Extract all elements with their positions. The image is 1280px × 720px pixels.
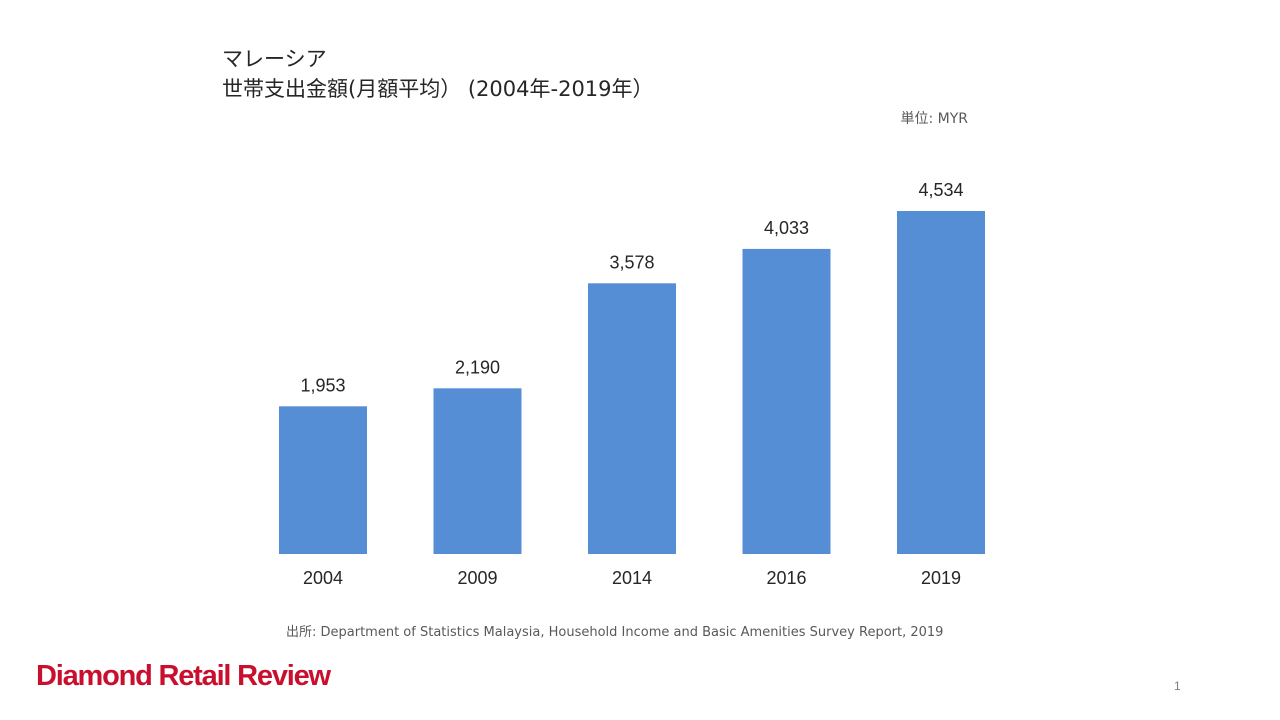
value-labels-layer: 1,953 2,190 3,578 4,033 4,534 [300, 180, 963, 395]
x-axis-ticks-layer: 2004 2009 2014 2016 2019 [303, 568, 961, 588]
chart-title-block: マレーシア 世帯支出金額(月額平均） (2004年-2019年） [222, 44, 654, 104]
bar-value-label-2019: 4,534 [918, 180, 963, 200]
bar-2016 [742, 248, 831, 554]
bar-2019 [897, 211, 985, 554]
bars-layer [279, 211, 985, 554]
bar-value-label-2004: 1,953 [300, 375, 345, 395]
bar-2004 [279, 406, 367, 554]
x-tick-label-2009: 2009 [457, 568, 497, 588]
bar-value-label-2016: 4,033 [764, 218, 809, 238]
page-number: 1 [1174, 679, 1181, 693]
bar-2009 [433, 388, 522, 554]
source-note: 出所: Department of Statistics Malaysia, H… [286, 625, 944, 640]
x-tick-label-2004: 2004 [303, 568, 343, 588]
bar-value-label-2009: 2,190 [455, 357, 500, 377]
chart-title: 世帯支出金額(月額平均） (2004年-2019年） [222, 77, 654, 101]
x-tick-label-2019: 2019 [921, 568, 961, 588]
chart-title-country: マレーシア [222, 47, 327, 71]
x-tick-label-2016: 2016 [766, 568, 806, 588]
diamond-retail-review-logo: Diamond Retail Review [36, 660, 331, 692]
x-tick-label-2014: 2014 [612, 568, 652, 588]
bar-2014 [588, 283, 676, 554]
unit-label: 単位: MYR [900, 111, 968, 127]
bar-value-label-2014: 3,578 [609, 252, 654, 272]
